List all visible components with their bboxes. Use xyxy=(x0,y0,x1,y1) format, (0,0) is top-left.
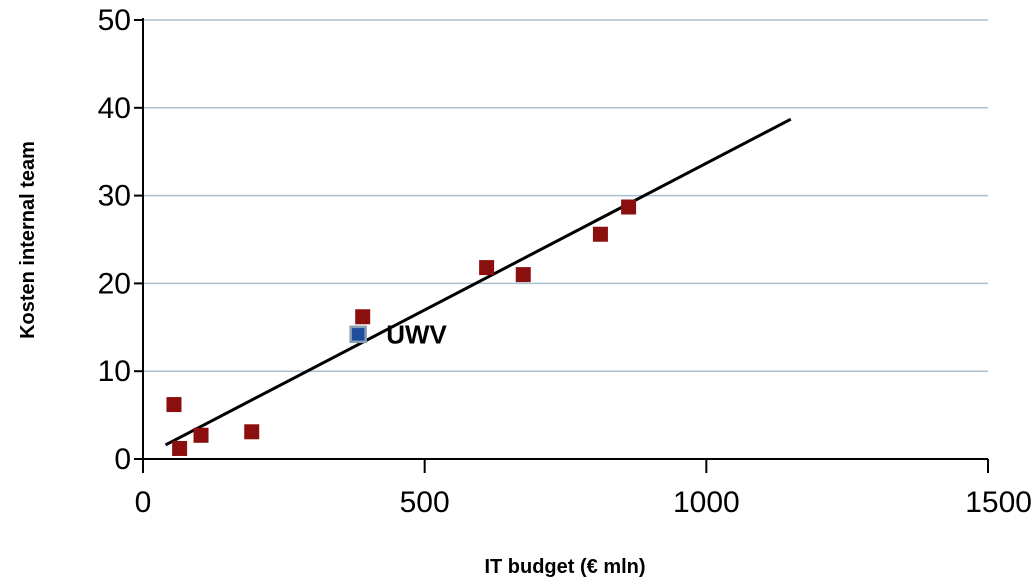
y-tick-label: 50 xyxy=(98,4,131,37)
data-point xyxy=(592,226,608,242)
data-point-uwv xyxy=(349,325,367,344)
y-tick-label: 0 xyxy=(114,443,131,476)
data-points: UWV xyxy=(166,199,637,456)
data-point xyxy=(172,440,188,456)
axes xyxy=(134,18,989,473)
y-tick-label: 40 xyxy=(98,92,131,125)
data-point xyxy=(515,267,531,283)
data-point xyxy=(193,427,209,443)
x-tick-label: 500 xyxy=(400,486,450,519)
data-point xyxy=(244,424,260,440)
point-annotation: UWV xyxy=(386,319,447,349)
x-tick-label: 1000 xyxy=(673,486,740,519)
data-point xyxy=(479,260,495,276)
data-point xyxy=(166,397,182,413)
x-tick-label: 1500 xyxy=(965,486,1032,519)
trendline-group xyxy=(164,117,792,447)
x-tick-label: 0 xyxy=(135,486,152,519)
trendline xyxy=(164,117,792,447)
gridlines xyxy=(143,19,988,372)
data-point xyxy=(621,199,637,215)
y-axis-title: Kosten internal team xyxy=(17,141,39,339)
y-tick-label: 30 xyxy=(98,180,131,213)
y-tick-label: 10 xyxy=(98,355,131,388)
data-point xyxy=(355,309,371,325)
x-axis-title: IT budget (€ mln) xyxy=(484,556,645,578)
y-tick-label: 20 xyxy=(98,267,131,300)
